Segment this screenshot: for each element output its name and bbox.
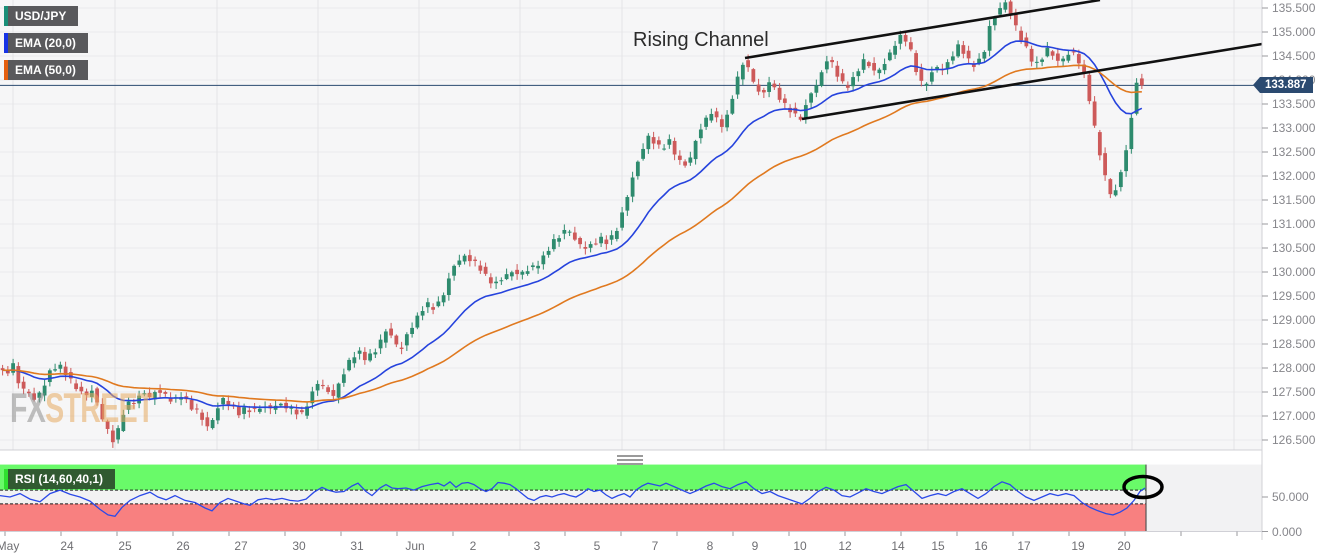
price-tick-label: 132.000: [1272, 169, 1316, 183]
symbol-color-bar: [4, 6, 8, 26]
fxstreet-watermark: FXSTREET: [10, 384, 154, 432]
ema20-color-bar: [4, 33, 8, 53]
date-tick-label: 10: [793, 539, 807, 553]
date-tick-label: May: [0, 539, 20, 553]
rsi-color-bar: [4, 469, 8, 489]
date-tick-label: 24: [60, 539, 74, 553]
date-tick-label: 17: [1017, 539, 1031, 553]
price-tick-label: 127.000: [1272, 409, 1316, 423]
price-tick-label: 135.000: [1272, 25, 1316, 39]
price-tick-label: 129.500: [1272, 289, 1316, 303]
price-tick-label: 133.000: [1272, 121, 1316, 135]
price-tick-label: 131.000: [1272, 217, 1316, 231]
date-tick-label: 25: [118, 539, 132, 553]
watermark-fx: FX: [10, 384, 46, 431]
date-tick-label: 2: [469, 539, 477, 553]
price-tick-label: 129.000: [1272, 313, 1316, 327]
date-tick-label: 9: [751, 539, 759, 553]
date-tick-label: 30: [292, 539, 306, 553]
date-tick-label: 26: [176, 539, 190, 553]
price-tick-label: 135.500: [1272, 1, 1316, 15]
date-tick-label: 8: [706, 539, 714, 553]
ema50-label: EMA (50,0): [8, 60, 88, 80]
rsi-badge[interactable]: RSI (14,60,40,1): [4, 469, 116, 489]
price-tick-label: 131.500: [1272, 193, 1316, 207]
date-tick-label: 16: [974, 539, 988, 553]
date-tick-label: 3: [533, 539, 541, 553]
price-tick-label: 130.000: [1272, 265, 1316, 279]
date-tick-label: 15: [931, 539, 945, 553]
rising-channel-annotation: Rising Channel: [633, 29, 769, 51]
ema50-color-bar: [4, 60, 8, 80]
date-tick-label: 14: [891, 539, 905, 553]
price-tick-label: 128.500: [1272, 337, 1316, 351]
rsi-panel-graphics: [0, 464, 1164, 532]
price-tick-label: 130.500: [1272, 241, 1316, 255]
date-tick-label: 19: [1071, 539, 1085, 553]
date-tick-label: 12: [838, 539, 852, 553]
ema20-badge[interactable]: EMA (20,0): [4, 33, 88, 53]
rsi-tick-label: 0.000: [1272, 524, 1303, 539]
price-tick-label: 128.000: [1272, 361, 1316, 375]
ema20-label: EMA (20,0): [8, 33, 88, 53]
symbol-badge[interactable]: USD/JPY: [4, 6, 79, 26]
rsi-tick-label: 50.000: [1272, 490, 1309, 504]
date-tick-label: 5: [593, 539, 601, 553]
rising-channel-lines: [744, 0, 1263, 121]
candlestick-series: [0, 0, 1144, 448]
price-tick-label: 127.500: [1272, 385, 1316, 399]
rsi-label: RSI (14,60,40,1): [8, 469, 116, 489]
watermark-street: STREET: [45, 384, 154, 431]
symbol-label: USD/JPY: [8, 6, 79, 26]
price-tick-label: 134.500: [1272, 49, 1316, 63]
date-tick-label: Jun: [405, 539, 425, 553]
price-tick-label: 126.500: [1272, 433, 1316, 447]
date-tick-label: 20: [1117, 539, 1131, 553]
date-tick-label: 27: [234, 539, 248, 553]
price-tick-label: 132.500: [1272, 145, 1316, 159]
panel-resize-handle[interactable]: [617, 455, 643, 467]
date-tick-label: 31: [350, 539, 364, 553]
date-tick-label: 7: [651, 539, 659, 553]
price-tick-label: 133.500: [1272, 97, 1316, 111]
ema50-badge[interactable]: EMA (50,0): [4, 60, 88, 80]
current-price-badge: 133.887: [1253, 77, 1313, 93]
